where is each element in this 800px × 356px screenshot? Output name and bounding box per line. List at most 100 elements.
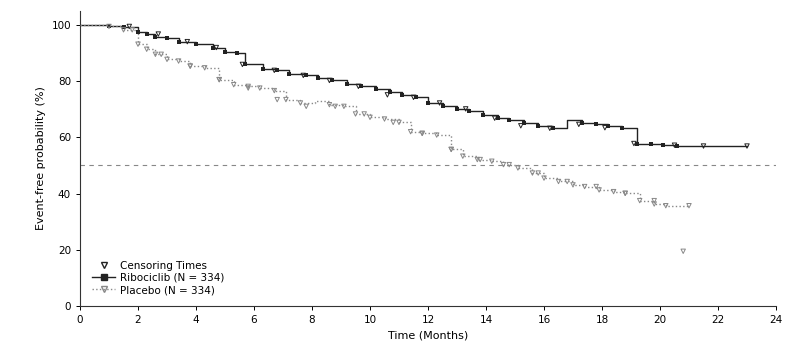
- Point: [242, 85, 254, 91]
- Point: [161, 35, 174, 41]
- Point: [172, 39, 185, 44]
- Point: [503, 117, 516, 123]
- Point: [172, 58, 185, 64]
- Point: [645, 141, 658, 147]
- Point: [598, 125, 611, 131]
- Point: [630, 141, 643, 146]
- Point: [434, 100, 446, 106]
- Point: [340, 81, 353, 87]
- Point: [149, 52, 162, 57]
- Point: [491, 115, 504, 121]
- Point: [329, 104, 342, 109]
- Point: [526, 170, 539, 176]
- Point: [488, 115, 501, 121]
- Point: [657, 142, 670, 148]
- Point: [532, 123, 545, 129]
- Point: [578, 184, 591, 189]
- Point: [210, 45, 222, 51]
- Point: [486, 158, 498, 164]
- Point: [532, 170, 545, 176]
- Point: [279, 97, 292, 103]
- Point: [543, 125, 556, 131]
- Point: [416, 131, 429, 136]
- Point: [270, 97, 283, 103]
- Point: [190, 41, 202, 47]
- Point: [181, 39, 194, 44]
- Point: [311, 75, 324, 81]
- Point: [338, 104, 350, 109]
- Y-axis label: Event-free probability (%): Event-free probability (%): [36, 87, 46, 230]
- Point: [410, 94, 422, 100]
- Point: [648, 198, 661, 204]
- Point: [152, 31, 165, 37]
- Point: [474, 157, 486, 162]
- Point: [352, 84, 365, 89]
- Point: [682, 203, 695, 209]
- Point: [140, 31, 153, 37]
- Point: [117, 27, 130, 33]
- Point: [270, 68, 283, 73]
- Point: [140, 46, 153, 52]
- X-axis label: Time (Months): Time (Months): [388, 331, 468, 341]
- Point: [659, 203, 672, 209]
- Point: [450, 106, 463, 112]
- Point: [230, 51, 243, 56]
- Point: [256, 66, 269, 72]
- Point: [131, 41, 145, 47]
- Point: [590, 184, 602, 189]
- Point: [607, 189, 620, 194]
- Point: [538, 175, 550, 181]
- Point: [239, 62, 252, 67]
- Point: [123, 23, 136, 29]
- Point: [378, 116, 391, 122]
- Point: [518, 120, 530, 126]
- Point: [459, 106, 472, 112]
- Point: [634, 198, 646, 204]
- Point: [323, 78, 336, 83]
- Point: [323, 102, 336, 108]
- Point: [602, 123, 614, 129]
- Point: [117, 25, 130, 30]
- Point: [326, 78, 338, 83]
- Point: [445, 147, 458, 152]
- Point: [677, 248, 690, 254]
- Point: [213, 77, 226, 83]
- Point: [131, 30, 145, 35]
- Point: [566, 182, 579, 188]
- Point: [349, 111, 362, 117]
- Point: [619, 190, 632, 196]
- Point: [381, 92, 394, 98]
- Point: [497, 162, 510, 167]
- Point: [503, 162, 516, 167]
- Point: [254, 85, 266, 91]
- Point: [355, 84, 368, 89]
- Point: [393, 120, 406, 125]
- Point: [227, 82, 240, 88]
- Point: [384, 89, 397, 95]
- Point: [236, 62, 249, 67]
- Point: [462, 109, 475, 114]
- Point: [213, 77, 226, 83]
- Point: [668, 142, 681, 148]
- Point: [561, 179, 574, 184]
- Point: [511, 165, 524, 171]
- Point: [546, 125, 559, 131]
- Point: [422, 100, 434, 106]
- Point: [552, 179, 565, 184]
- Point: [404, 129, 417, 135]
- Point: [126, 27, 138, 33]
- Point: [416, 131, 429, 136]
- Point: [370, 86, 382, 92]
- Point: [627, 141, 640, 146]
- Point: [477, 112, 490, 117]
- Point: [575, 120, 588, 126]
- Point: [671, 143, 684, 149]
- Point: [471, 157, 484, 162]
- Point: [268, 88, 281, 93]
- Point: [300, 73, 313, 78]
- Point: [102, 23, 115, 28]
- Point: [616, 125, 629, 131]
- Point: [741, 143, 754, 149]
- Point: [697, 143, 710, 149]
- Point: [294, 100, 307, 106]
